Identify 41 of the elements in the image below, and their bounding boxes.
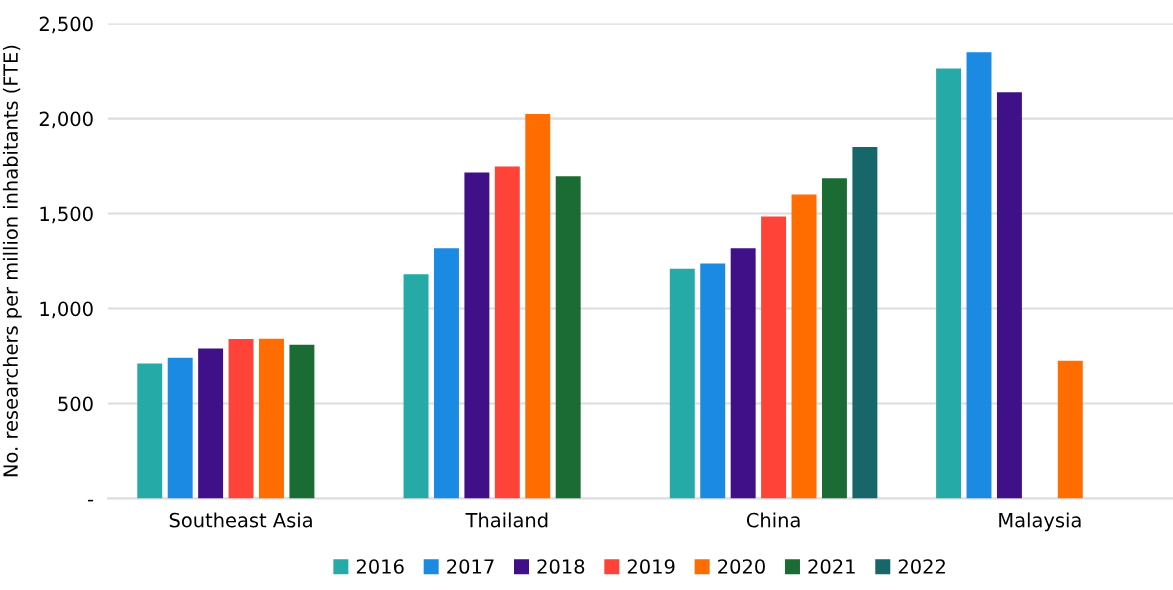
y-tick-label: 2,500 [39, 16, 93, 34]
bar [1057, 360, 1083, 499]
bar [555, 176, 581, 499]
bar [669, 268, 695, 499]
legend-label: 2016 [356, 559, 404, 574]
bar [137, 363, 163, 499]
bar [433, 248, 459, 499]
bar [700, 263, 726, 499]
bar [996, 92, 1022, 499]
x-tick-label: Thailand [465, 512, 548, 528]
bar [852, 147, 878, 499]
bar [403, 274, 429, 499]
bar [494, 166, 520, 499]
bar [259, 338, 284, 499]
bar [966, 52, 992, 499]
bar [289, 344, 315, 499]
x-tick-label: China [746, 512, 800, 528]
bar [525, 114, 551, 499]
legend-label: 2017 [447, 559, 494, 574]
bar [198, 348, 224, 499]
bar [936, 68, 962, 499]
bar [791, 194, 817, 499]
legend-label: 2021 [808, 559, 855, 574]
bar [464, 172, 490, 499]
bar [821, 178, 847, 499]
legend-label: 2020 [718, 559, 765, 574]
bar [167, 357, 193, 499]
legend-label: 2022 [898, 559, 945, 574]
legend-label: 2019 [627, 559, 675, 574]
y-tick-label: 2,000 [39, 111, 93, 129]
bar [730, 248, 756, 499]
y-tick-label: - [87, 499, 94, 502]
bar [761, 216, 787, 499]
bar [228, 338, 254, 499]
y-tick-label: 1,500 [40, 206, 93, 224]
y-tick-label: 500 [58, 396, 93, 412]
y-axis-title: No. researchers per million inhabitants (FTE) [2, 45, 22, 477]
legend-label: 2018 [537, 559, 585, 574]
x-tick-label: Southeast Asia [169, 512, 312, 528]
x-tick-label: Malaysia [999, 512, 1081, 532]
y-tick-label: 1,000 [40, 301, 93, 319]
